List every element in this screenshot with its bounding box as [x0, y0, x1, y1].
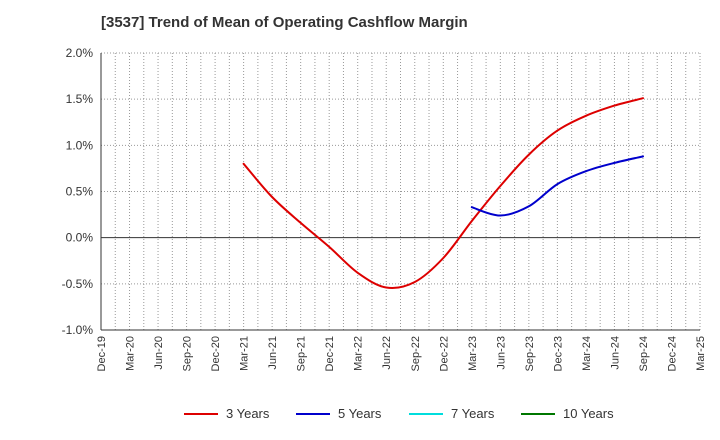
legend-label: 3 Years [226, 406, 270, 421]
series-layer [242, 97, 644, 290]
series-line-3-years [242, 97, 644, 290]
x-tick-label: Dec-22 [438, 336, 450, 371]
grid-layer [101, 52, 701, 331]
legend-item: 3 Years [184, 406, 269, 421]
legend-item: 10 Years [521, 406, 614, 421]
legend-item: 5 Years [296, 406, 381, 421]
x-tick-label: Jun-20 [153, 336, 165, 370]
y-tick-label: -0.5% [62, 277, 94, 291]
legend-label: 10 Years [563, 406, 614, 421]
x-tick-label: Sep-24 [638, 336, 650, 371]
x-tick-label: Mar-21 [239, 336, 251, 371]
x-tick-label: Sep-21 [296, 336, 308, 371]
legend-swatch [521, 412, 555, 415]
x-tick-label: Mar-20 [125, 336, 137, 371]
series-line-5-years [470, 155, 644, 217]
x-tick-label: Jun-22 [381, 336, 393, 370]
x-tick-label: Sep-23 [524, 336, 536, 371]
x-tick-label: Dec-19 [96, 336, 108, 371]
y-tick-label: 0.5% [66, 185, 94, 199]
y-tick-label: 1.0% [66, 138, 94, 152]
x-tick-label: Mar-23 [467, 336, 479, 371]
x-tick-label: Dec-23 [552, 336, 564, 371]
legend-label: 7 Years [451, 406, 495, 421]
x-tick-label: Mar-22 [353, 336, 365, 371]
y-tick-label: 2.0% [66, 46, 94, 60]
chart-title: [3537] Trend of Mean of Operating Cashfl… [101, 14, 468, 31]
y-tick-label: 0.0% [66, 231, 94, 245]
legend-label: 5 Years [338, 406, 382, 421]
x-tick-label: Jun-21 [267, 336, 279, 370]
legend-item: 7 Years [409, 406, 494, 421]
legend-swatch [296, 412, 330, 415]
legend-swatch [409, 412, 443, 415]
x-tick-label: Mar-25 [695, 336, 707, 371]
y-tick-label: -1.0% [62, 323, 94, 337]
axis-layer: 2.0% 1.5% 1.0% 0.5% 0.0% -0.5% -1.0%Dec-19 Mar-… [62, 46, 707, 371]
x-tick-label: Jun-23 [495, 336, 507, 370]
x-tick-label: Dec-21 [324, 336, 336, 371]
y-tick-label: 1.5% [66, 92, 94, 106]
legend: 3 Years 5 Years 7 Years 10 Years [0, 406, 720, 426]
x-tick-label: Sep-22 [410, 336, 422, 371]
x-tick-label: Dec-24 [666, 336, 678, 371]
x-tick-label: Sep-20 [182, 336, 194, 371]
x-tick-label: Dec-20 [210, 336, 222, 371]
legend-swatch [184, 412, 218, 415]
x-tick-label: Jun-24 [609, 336, 621, 370]
x-tick-label: Mar-24 [581, 336, 593, 371]
